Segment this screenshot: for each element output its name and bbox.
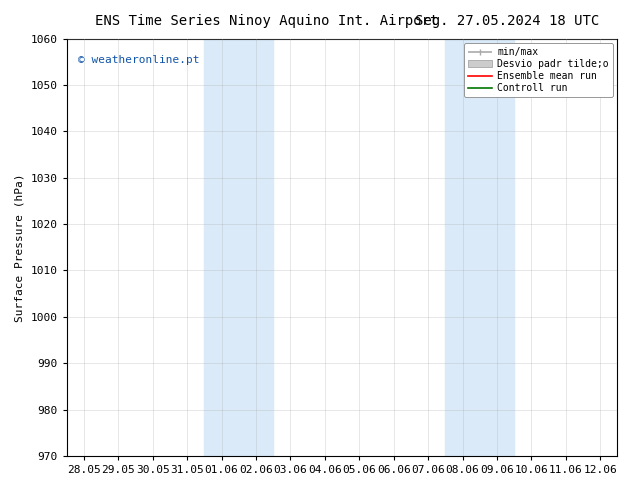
Text: Seg. 27.05.2024 18 UTC: Seg. 27.05.2024 18 UTC [415,14,599,28]
Text: ENS Time Series Ninoy Aquino Int. Airport: ENS Time Series Ninoy Aquino Int. Airpor… [94,14,438,28]
Legend: min/max, Desvio padr tilde;o, Ensemble mean run, Controll run: min/max, Desvio padr tilde;o, Ensemble m… [464,44,612,97]
Bar [445,39,514,456]
Bar [204,39,273,456]
Text: © weatheronline.pt: © weatheronline.pt [77,55,199,65]
Y-axis label: Surface Pressure (hPa): Surface Pressure (hPa) [15,173,25,321]
